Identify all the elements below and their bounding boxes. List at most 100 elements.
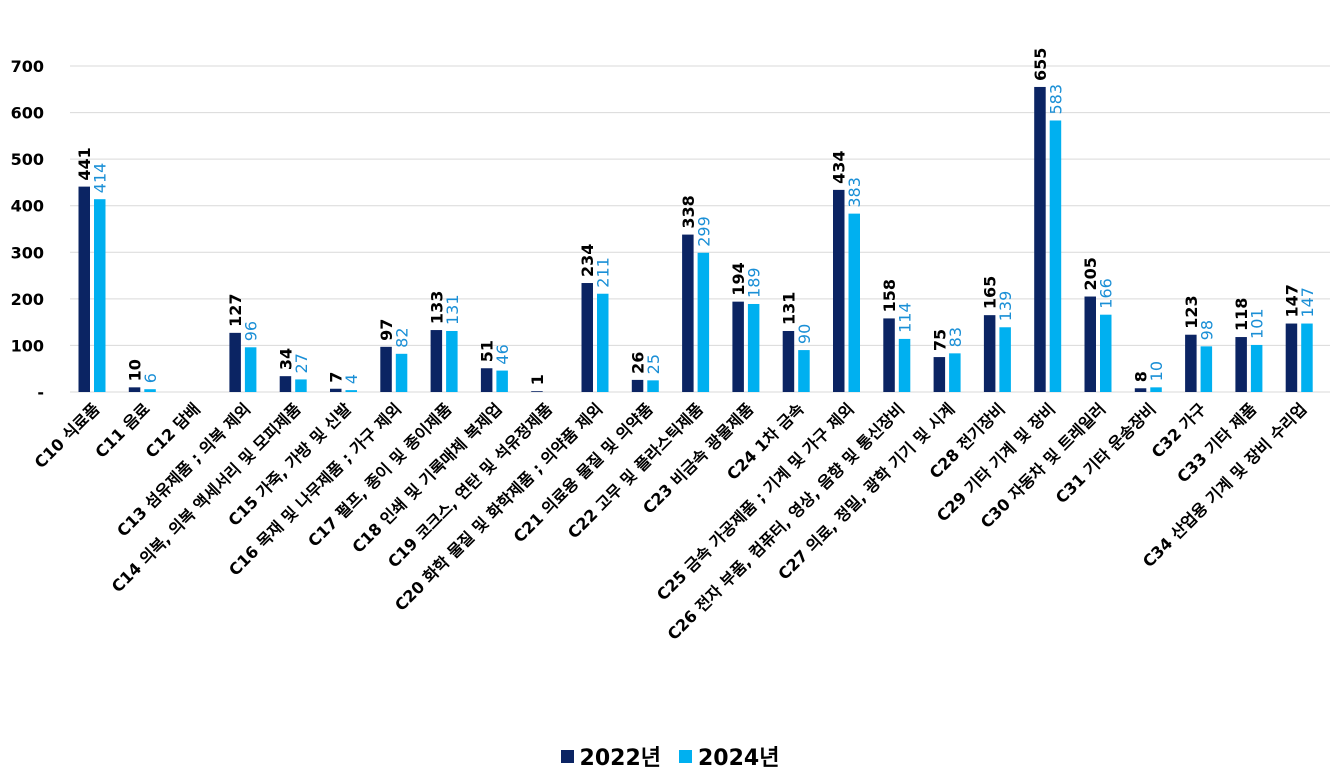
y-tick-label: 700 — [11, 57, 44, 76]
bar-2024 — [395, 353, 408, 392]
bar-2022 — [128, 387, 141, 392]
data-label-2024: 166 — [1097, 278, 1116, 309]
legend-swatch-2024 — [679, 749, 692, 763]
data-label-2022: 123 — [1182, 295, 1201, 328]
data-label-2022: 205 — [1081, 257, 1100, 290]
legend-swatch-2022 — [560, 749, 574, 763]
bar-2022 — [1235, 337, 1247, 392]
bar-2024 — [1100, 314, 1112, 392]
data-label-2022: 26 — [629, 352, 648, 374]
data-label-2022: 338 — [679, 195, 698, 228]
bar-2024 — [1049, 120, 1062, 392]
bar-2024 — [1150, 387, 1162, 392]
data-label-2024: 414 — [91, 163, 110, 194]
legend: 2022년 2024년 — [0, 736, 1340, 776]
data-label-2024: 82 — [393, 327, 412, 347]
data-label-2022: 1 — [528, 374, 547, 385]
bar-2022 — [330, 388, 342, 392]
y-tick-label: 600 — [11, 104, 44, 123]
data-label-2024: 98 — [1197, 320, 1216, 340]
bar-2022 — [581, 283, 593, 392]
data-label-2024: 299 — [694, 216, 713, 247]
bar-2024 — [949, 353, 961, 392]
bar-2022 — [782, 330, 795, 392]
bar-2024 — [747, 303, 760, 392]
bar-2022 — [883, 318, 895, 392]
legend-label-2022: 2022년 — [579, 746, 661, 771]
y-tick-label: 300 — [11, 243, 44, 262]
data-label-2024: 25 — [644, 354, 663, 374]
bar-2022 — [833, 189, 845, 392]
data-label-2022: 147 — [1282, 284, 1301, 317]
bar-2022 — [279, 376, 292, 392]
bar-2024 — [597, 293, 609, 392]
data-label-2022: 7 — [327, 372, 346, 383]
bar-2024 — [999, 327, 1011, 392]
data-label-2024: 4 — [342, 374, 361, 384]
data-label-2022: 34 — [276, 348, 295, 370]
bar-2024 — [1250, 344, 1263, 392]
bar-2022 — [480, 368, 493, 392]
bar-2022 — [1185, 334, 1197, 392]
bar-2024 — [244, 347, 257, 392]
data-label-2024: 101 — [1248, 308, 1267, 339]
data-label-2024: 114 — [896, 302, 915, 333]
y-tick-label: 500 — [11, 150, 44, 169]
bar-2022 — [430, 330, 443, 392]
data-label-2022: 234 — [578, 244, 597, 277]
data-label-2024: 383 — [845, 177, 864, 208]
data-label-2022: 133 — [427, 291, 446, 324]
y-tick-label: 100 — [11, 336, 44, 355]
bar-2022 — [1285, 323, 1298, 392]
legend-item-2024: 2024년 — [679, 740, 779, 772]
data-label-2022: 131 — [779, 292, 798, 325]
data-label-2022: 127 — [226, 293, 245, 326]
data-label-2024: 6 — [141, 373, 160, 383]
data-label-2024: 189 — [745, 267, 764, 298]
data-label-2022: 441 — [75, 147, 94, 180]
data-label-2024: 211 — [594, 257, 613, 288]
data-label-2024: 131 — [443, 294, 462, 325]
data-label-2024: 90 — [795, 324, 814, 344]
bar-2022 — [78, 186, 90, 392]
bar-2022 — [732, 301, 744, 392]
bar-2024 — [647, 380, 659, 392]
bar-2022 — [229, 332, 241, 392]
y-tick-label: - — [37, 383, 44, 402]
bar-2024 — [94, 199, 106, 392]
data-label-2022: 97 — [377, 319, 396, 341]
data-label-2024: 46 — [493, 344, 512, 364]
bar-2024 — [446, 330, 458, 392]
bar-2022 — [1134, 388, 1147, 392]
data-label-2024: 83 — [946, 327, 965, 347]
legend-item-2022: 2022년 — [560, 740, 661, 772]
bar-2024 — [697, 252, 710, 392]
bar-2022 — [1034, 86, 1046, 392]
category-label: C10 식료품 — [31, 399, 104, 472]
bar-2022 — [631, 379, 644, 392]
legend-label-2024: 2024년 — [698, 746, 780, 771]
data-label-2024: 139 — [996, 291, 1015, 322]
data-label-2022: 158 — [880, 279, 899, 312]
data-label-2022: 655 — [1031, 48, 1050, 81]
category-label: C26 전자 부품, 컴퓨터, 영상, 음향 및 통신장비 — [664, 399, 908, 643]
data-label-2024: 96 — [242, 321, 261, 341]
y-tick-label: 400 — [11, 197, 44, 216]
bar-2024 — [848, 213, 860, 392]
data-label-2022: 194 — [729, 262, 748, 295]
data-label-2024: 10 — [1147, 361, 1166, 381]
bar-2024 — [345, 390, 357, 392]
data-label-2024: 147 — [1298, 287, 1317, 318]
bar-2022 — [933, 357, 946, 392]
data-label-2022: 75 — [930, 329, 949, 351]
y-tick-label: 200 — [11, 290, 44, 309]
bar-2022 — [380, 346, 392, 392]
bar-2024 — [144, 389, 156, 392]
bar-2024 — [295, 379, 307, 392]
bar-2022 — [682, 234, 694, 392]
data-label-2024: 583 — [1046, 84, 1065, 115]
bar-2022 — [1084, 296, 1096, 392]
bar-2024 — [496, 370, 508, 392]
data-label-2022: 10 — [126, 359, 145, 381]
